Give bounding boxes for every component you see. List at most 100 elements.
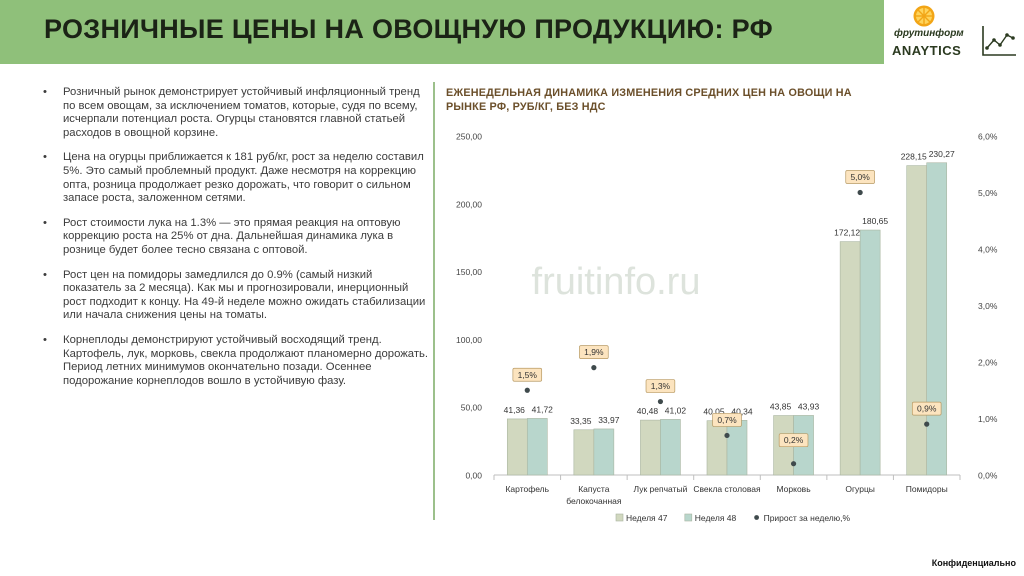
bullet-marker: •: [43, 268, 47, 281]
chart-title: ЕЖЕНЕДЕЛЬНАЯ ДИНАМИКА ИЗМЕНЕНИЯ СРЕДНИХ …: [446, 87, 852, 113]
bar-week48: [859, 229, 881, 476]
bullet-text: Корнеплоды демонстрируют устойчивый восх…: [63, 333, 429, 387]
legend-swatch: [684, 513, 693, 522]
growth-point: [724, 432, 730, 439]
growth-data-label: 0,9%: [917, 404, 937, 414]
y-left-tick-label: 250,00: [456, 132, 482, 142]
bar-data-label: 228,15: [901, 152, 927, 162]
bar-week48: [926, 162, 948, 476]
bar-week48: [726, 419, 748, 476]
bar-data-label: 41,72: [532, 404, 554, 414]
x-category-label: Огурцы: [845, 484, 875, 494]
legend-swatch: [615, 513, 624, 522]
bar-week47: [506, 418, 528, 476]
bar-data-label: 40,05: [703, 407, 725, 417]
bar-data-label: 41,02: [665, 405, 687, 415]
bar-week47: [640, 419, 661, 476]
x-category-label: Свекла столовая: [693, 484, 761, 494]
price-chart: fruitinfo.ru 0,00 50,00 100,00 150,00 200,00 2…: [456, 132, 998, 524]
y-right-tick-label: 2,0%: [978, 358, 998, 368]
y-left-tick-label: 150,00: [456, 267, 482, 277]
bullet-marker: •: [43, 333, 47, 346]
bar-data-label: 230,27: [929, 149, 955, 159]
growth-label-box: [645, 379, 676, 393]
y-left-tick-label: 200,00: [456, 199, 482, 209]
y-right-tick-label: 4,0%: [978, 245, 998, 255]
bullet-item: • Корнеплоды демонстрируют устойчивый вос…: [40, 334, 430, 388]
growth-label-box: [579, 345, 609, 359]
bar-data-label: 33,97: [598, 415, 620, 425]
growth-data-label: 0,7%: [717, 415, 737, 425]
bullet-text: Розничный рынок демонстрирует устойчивый…: [63, 86, 420, 139]
growth-data-label: 5,0%: [850, 172, 870, 182]
x-category-label: Помидоры: [906, 484, 948, 494]
bar-week48: [660, 419, 681, 476]
growth-point: [857, 189, 863, 196]
x-category-label: Картофель: [505, 484, 549, 494]
bar-week47: [906, 165, 928, 476]
growth-point: [924, 421, 930, 427]
bullet-text: Рост цен на помидоры замедлился до 0.9% …: [63, 268, 426, 322]
bar-week48: [593, 428, 615, 476]
bullet-text: Цена на огурцы приближается к 181 руб/кг…: [63, 151, 424, 205]
bar-week47: [573, 429, 595, 476]
growth-data-label: 0,2%: [784, 435, 804, 445]
orange-slice-icon: [913, 5, 935, 27]
logo-subtitle: ANAYTICS: [892, 43, 962, 58]
growth-label-box: [911, 401, 942, 416]
legend-label: Прирост за неделю,%: [764, 513, 851, 523]
x-category-label: белокочанная: [566, 496, 622, 506]
summary-bullets: • Розничный рынок демонстрирует устойчивы…: [40, 86, 430, 399]
logo-brand: фрутинформ: [894, 28, 964, 39]
header-bar: РОЗНИЧНЫЕ ЦЕНЫ НА ОВОЩНУЮ ПРОДУКЦИЮ: РФ …: [0, 0, 1024, 64]
analytics-chart-icon: [982, 26, 1016, 56]
confidential-label: Конфиденциально: [931, 558, 1016, 568]
bullet-item: • Розничный рынок демонстрирует устойчивы…: [40, 86, 430, 140]
y-right-tick-label: 0,0%: [978, 471, 998, 481]
growth-label-box: [512, 367, 543, 382]
bar-data-label: 33,35: [570, 416, 592, 426]
y-left-tick-label: 0,00: [465, 471, 482, 481]
bar-week47: [839, 241, 861, 476]
growth-label-box: [845, 170, 875, 184]
y-right-tick-label: 6,0%: [978, 132, 998, 142]
y-right-tick-label: 5,0%: [978, 188, 998, 198]
bar-data-label: 172,12: [834, 228, 860, 238]
bar-data-label: 43,93: [798, 401, 820, 411]
logo: фрутинформ ANAYTICS: [884, 0, 1024, 64]
bullet-text: Рост стоимости лука на 1.3% — это прямая…: [63, 216, 401, 256]
bullet-marker: •: [43, 151, 47, 164]
x-category-label: Лук репчатый: [634, 484, 688, 494]
y-left-tick-label: 50,00: [461, 403, 483, 413]
bullet-item: • Рост цен на помидоры замедлился до 0.9%…: [40, 269, 430, 323]
growth-point: [524, 387, 530, 393]
vertical-divider: [433, 82, 435, 520]
growth-point: [657, 398, 664, 405]
bar-data-label: 41,36: [504, 405, 526, 415]
bar-data-label: 180,65: [862, 216, 888, 226]
bullet-marker: •: [43, 86, 47, 98]
growth-point: [591, 365, 597, 371]
bar-week48: [526, 418, 548, 476]
growth-data-label: 1,5%: [518, 370, 538, 380]
bullet-marker: •: [43, 216, 47, 229]
y-left-tick-label: 100,00: [456, 335, 482, 345]
x-category-label: Капуста: [578, 484, 609, 494]
x-category-label: Морковь: [777, 484, 812, 494]
legend-label: Неделя 48: [695, 513, 737, 523]
bullet-item: • Рост стоимости лука на 1.3% — это пряма…: [40, 217, 430, 258]
y-right-tick-label: 1,0%: [978, 414, 998, 424]
bullet-item: • Цена на огурцы приближается к 181 руб/к…: [40, 151, 430, 205]
growth-data-label: 1,3%: [651, 381, 671, 391]
watermark-text: fruitinfo.ru: [532, 261, 701, 303]
legend-label: Неделя 47: [626, 513, 668, 523]
bar-week47: [706, 420, 728, 476]
bar-data-label: 40,48: [637, 406, 659, 416]
growth-point: [790, 461, 797, 467]
growth-label-box: [778, 433, 809, 448]
page-title: РОЗНИЧНЫЕ ЦЕНЫ НА ОВОЩНУЮ ПРОДУКЦИЮ: РФ: [44, 14, 773, 44]
growth-data-label: 1,9%: [584, 347, 604, 357]
legend-marker: [754, 515, 759, 520]
bar-data-label: 40,34: [731, 406, 753, 416]
bar-data-label: 43,85: [770, 402, 792, 412]
